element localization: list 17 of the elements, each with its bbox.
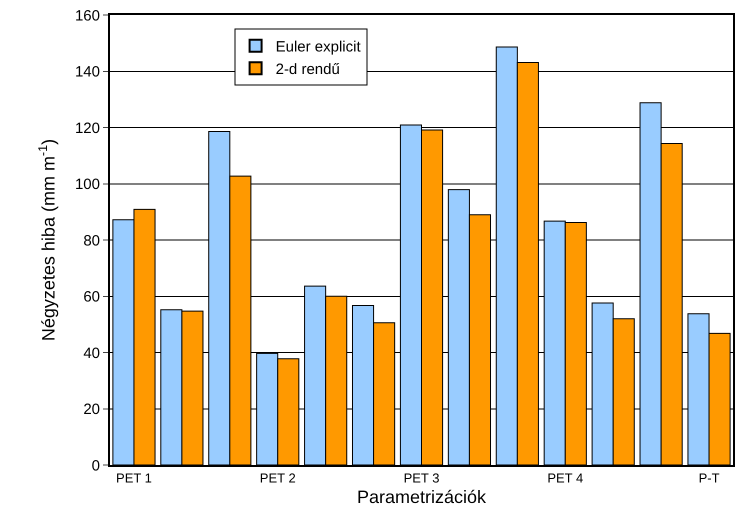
y-tick-label: 60	[83, 288, 100, 306]
y-tick-label: 80	[83, 232, 100, 250]
x-tick-label: PET 3	[404, 470, 440, 486]
y-tick-label: 120	[74, 120, 100, 137]
y-tick-label: 0	[92, 457, 100, 474]
legend-label: 2-d rendű	[276, 61, 340, 78]
x-tick-label: PET 1	[116, 470, 152, 486]
y-tick-label: 20	[83, 401, 100, 418]
y-tick-label: 160	[74, 7, 100, 24]
x-tick-label: PET 4	[547, 470, 584, 486]
y-tick-label: 140	[74, 64, 100, 80]
legend-label: Euler explicit	[276, 38, 362, 56]
x-tick-label: P-T	[698, 470, 720, 486]
x-tick-label: PET 2	[260, 470, 296, 486]
y-tick-label: 100	[74, 176, 100, 193]
y-tick-label: 40	[83, 344, 100, 362]
x-axis-title: Parametrizációk	[356, 487, 488, 508]
